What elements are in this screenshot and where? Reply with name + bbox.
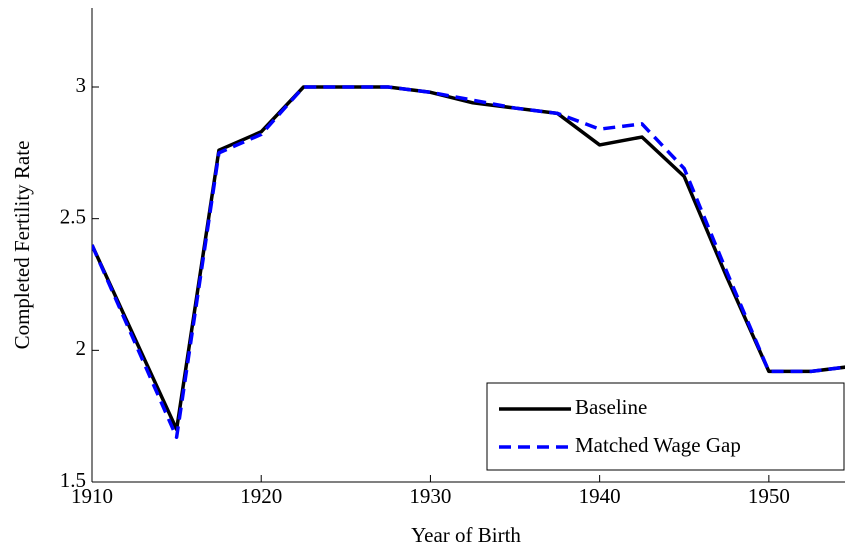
x-tick-label: 1910 [71, 484, 113, 508]
x-tick-label: 1930 [409, 484, 451, 508]
x-tick-label: 1920 [240, 484, 282, 508]
x-tick-label: 1940 [579, 484, 621, 508]
y-tick-label: 2.5 [60, 204, 86, 228]
y-tick-label: 1.5 [60, 468, 86, 492]
y-axis-label: Completed Fertility Rate [10, 141, 34, 350]
legend-label: Matched Wage Gap [575, 433, 741, 457]
series-line [92, 85, 845, 439]
legend-label: Baseline [575, 395, 647, 419]
legend-box [486, 382, 845, 471]
x-tick-label: 1950 [748, 484, 790, 508]
x-axis-label: Year of Birth [411, 523, 521, 547]
y-tick-label: 2 [76, 336, 87, 360]
plot-area [92, 85, 845, 439]
y-tick-label: 3 [76, 73, 87, 97]
